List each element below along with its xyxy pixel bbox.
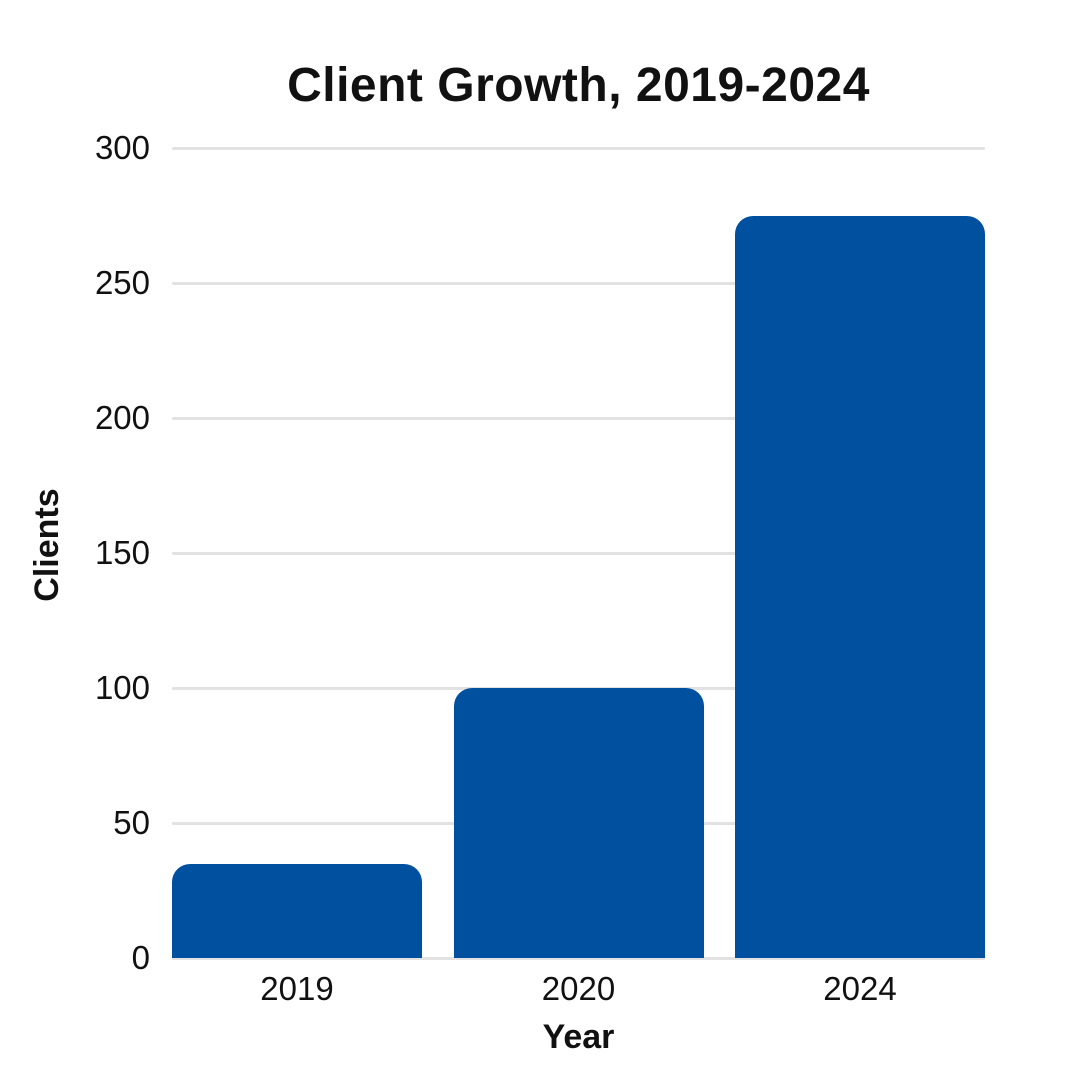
y-tick-label-100: 100 xyxy=(94,669,150,706)
y-tick-label-0: 0 xyxy=(131,939,150,976)
x-tick-label-2020: 2020 xyxy=(541,970,616,1007)
chart-title: Client Growth, 2019-2024 xyxy=(287,59,870,112)
gridline-250 xyxy=(172,281,985,285)
bar-2024 xyxy=(735,215,985,958)
bar-2019 xyxy=(172,863,422,958)
y-tick-label-300: 300 xyxy=(94,129,150,166)
gridline-300 xyxy=(172,146,985,150)
y-tick-label-50: 50 xyxy=(113,804,150,841)
y-tick-label-150: 150 xyxy=(94,534,150,571)
x-axis-title: Year xyxy=(542,1018,615,1056)
gridline-150 xyxy=(172,551,985,555)
bar-2020 xyxy=(453,688,704,958)
gridline-200 xyxy=(172,416,985,420)
gridline-0 xyxy=(172,956,985,960)
plot-area xyxy=(172,146,985,960)
y-tick-label-200: 200 xyxy=(94,399,150,436)
y-tick-label-250: 250 xyxy=(94,264,150,301)
x-tick-label-2019: 2019 xyxy=(260,970,334,1007)
x-tick-label-2024: 2024 xyxy=(823,970,897,1007)
